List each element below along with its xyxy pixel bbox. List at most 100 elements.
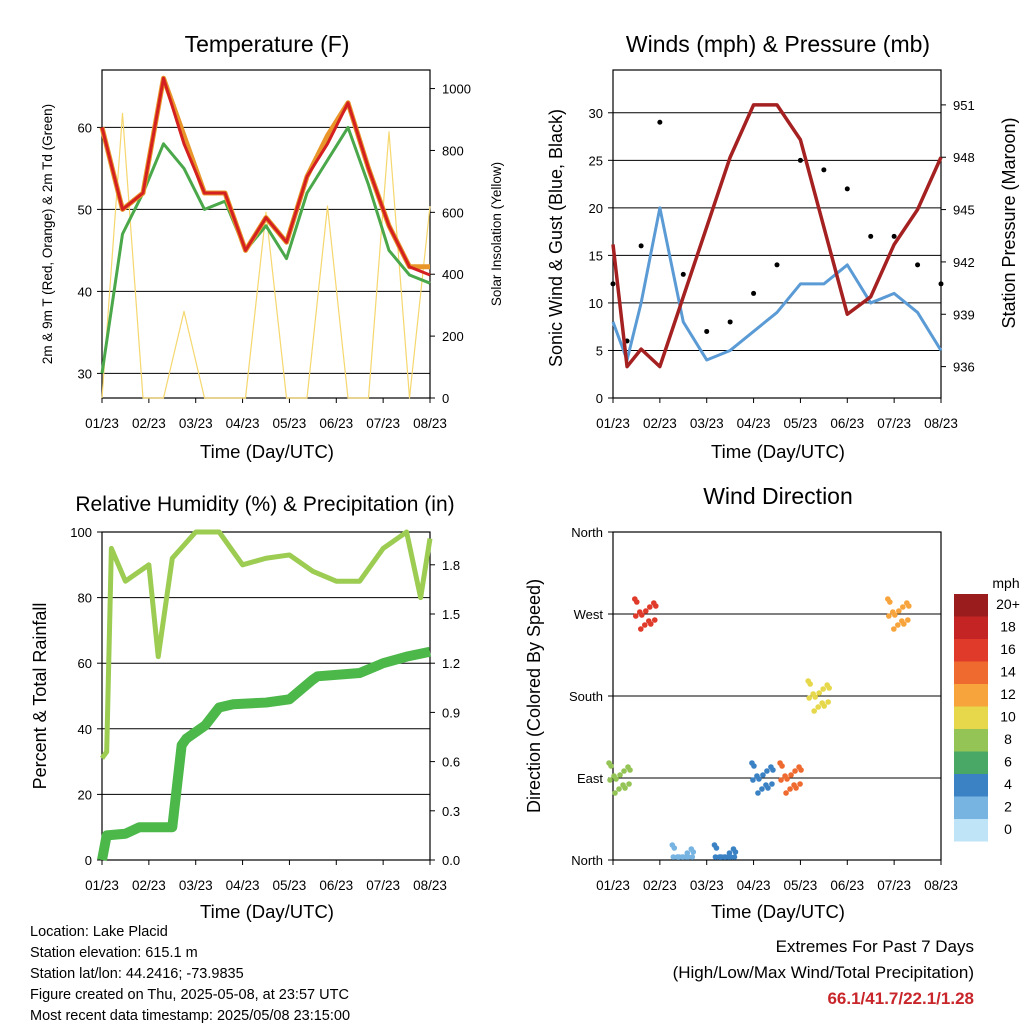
wind-direction-chart: Wind Direction Time (Day/UTC) Direction … [524, 483, 1020, 922]
x-tick-label: 05/23 [273, 878, 307, 893]
x-tick-label: 07/23 [877, 416, 911, 431]
gust-point [915, 262, 921, 268]
chart-title: Wind Direction [703, 483, 853, 509]
x-tick-label: 06/23 [830, 416, 864, 431]
direction-point [685, 854, 692, 860]
direction-point [760, 772, 766, 778]
direction-point [689, 854, 696, 860]
direction-point [816, 690, 822, 696]
direction-point [608, 763, 614, 769]
direction-point [612, 790, 618, 796]
direction-point [653, 603, 659, 609]
colorbar-swatch [954, 661, 988, 684]
y-tick-label: 80 [78, 591, 92, 606]
y-tick-label: 60 [78, 656, 92, 671]
direction-point [896, 608, 902, 614]
direction-point [727, 854, 734, 860]
direction-point [613, 776, 619, 782]
colorbar-swatch [954, 751, 988, 774]
y-tick-label: East [577, 771, 603, 786]
y2-axis-label: Solar Insolation (Yellow) [489, 162, 504, 306]
winds-pressure-chart: Winds (mph) & Pressure (mb) Time (Day/UT… [546, 31, 1019, 462]
y-tick-label: West [574, 607, 604, 622]
direction-point [722, 854, 729, 860]
y2-tick-label: 1.8 [442, 558, 460, 573]
y-tick-label: North [571, 853, 603, 868]
colorbar-label: 4 [1004, 776, 1012, 792]
x-tick-label: 05/23 [784, 878, 818, 893]
x-tick-label: 04/23 [226, 878, 260, 893]
x-tick-label: 04/23 [737, 878, 771, 893]
humidity-line [99, 529, 433, 760]
colorbar-swatch [954, 684, 988, 707]
y2-tick-label: 0.0 [442, 853, 460, 868]
direction-point [770, 767, 776, 773]
elevation-text: Station elevation: 615.1 m [30, 945, 198, 961]
direction-point [769, 781, 775, 787]
y2-tick-label: 1.2 [442, 656, 460, 671]
direction-point [626, 781, 632, 787]
gust-point [680, 271, 686, 277]
direction-point [607, 777, 613, 783]
direction-point [756, 776, 762, 782]
direction-point [887, 599, 893, 605]
colorbar-swatch [954, 594, 988, 617]
x-tick-label: 01/23 [85, 416, 119, 431]
direction-point [815, 704, 821, 710]
gust-point [844, 186, 850, 192]
plot-frame [612, 69, 942, 399]
y2-tick-label: 936 [953, 360, 975, 375]
x-tick-label: 02/23 [643, 878, 677, 893]
colorbar-label: 6 [1004, 754, 1012, 770]
colorbar-swatch [954, 729, 988, 752]
x-axis-label: Time (Day/UTC) [711, 901, 845, 922]
direction-point [764, 768, 770, 774]
y2-tick-label: 200 [442, 329, 464, 344]
recent-data-text: Most recent data timestamp: 2025/05/08 2… [30, 1008, 351, 1024]
x-tick-label: 01/23 [596, 878, 630, 893]
direction-point [793, 785, 799, 791]
wind-speed-line [611, 206, 943, 362]
direction-point [797, 781, 803, 787]
y-tick-label: 100 [70, 525, 92, 540]
direction-point [783, 790, 789, 796]
direction-point [670, 854, 677, 860]
direction-point [712, 854, 719, 860]
temp-2m-line [100, 76, 431, 277]
y-tick-label: 30 [589, 106, 603, 121]
direction-point [807, 681, 813, 687]
direction-point [900, 604, 906, 610]
y-tick-label: 5 [596, 343, 603, 358]
direction-point [638, 626, 644, 632]
x-tick-label: 06/23 [830, 878, 864, 893]
colorbar-label: 16 [1000, 641, 1016, 657]
gust-point [657, 119, 663, 125]
direction-point [732, 849, 739, 855]
direction-point [634, 599, 640, 605]
chart-title: Relative Humidity (%) & Precipitation (i… [75, 493, 454, 516]
direction-point [905, 617, 911, 623]
y-axis-label: Direction (Colored By Speed) [524, 579, 544, 813]
colorbar-label: 10 [1000, 709, 1016, 725]
y2-tick-label: 400 [442, 267, 464, 282]
x-tick-label: 05/23 [273, 416, 307, 431]
x-axis-label: Time (Day/UTC) [200, 441, 334, 462]
x-tick-label: 03/23 [179, 878, 213, 893]
y2-tick-label: 939 [953, 307, 975, 322]
direction-point [643, 608, 649, 614]
y-tick-label: 25 [589, 153, 603, 168]
humidity-precip-chart: Relative Humidity (%) & Precipitation (i… [30, 493, 460, 922]
direction-point [633, 613, 639, 619]
x-tick-label: 08/23 [413, 878, 447, 893]
direction-point [671, 845, 678, 851]
direction-point [751, 763, 757, 769]
direction-point [779, 763, 785, 769]
gust-point [610, 281, 616, 287]
y2-tick-label: 0.3 [442, 804, 460, 819]
direction-point [647, 604, 653, 610]
plot-frame [101, 69, 431, 399]
gust-point [891, 233, 897, 239]
y-tick-label: 20 [589, 201, 603, 216]
x-tick-label: 07/23 [366, 878, 400, 893]
